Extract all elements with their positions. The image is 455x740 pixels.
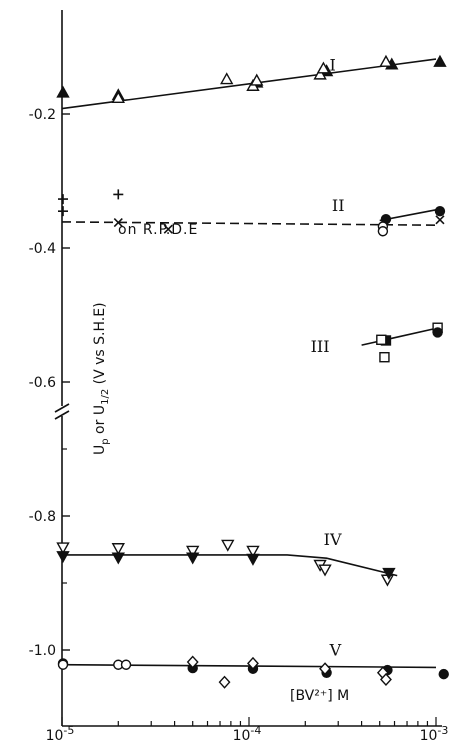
open-triangle-down-marker [111,543,125,556]
open-triangle-marker [111,90,125,104]
curve-label-V: V [329,640,342,659]
plus-marker [58,206,68,217]
open-circle-marker [120,659,132,670]
open-circle-marker [57,659,69,670]
open-triangle-marker [379,54,393,67]
y-tick-label: -0.4 [29,241,56,257]
cross-marker [435,215,445,225]
curve-label-II: II [332,196,345,215]
plus-marker [58,194,68,205]
open-square-marker [379,352,390,363]
y-tick-label: -0.2 [29,107,56,123]
filled-triangle-marker [56,85,70,98]
curve-label-I: I [329,55,335,74]
axes: -0.2 -0.4 -0.6 -0.8 -1.0 10-5 10-4 10-3 [29,10,449,740]
curve-I [61,58,437,110]
x-tick-label: 10-4 [233,724,262,740]
open-triangle-marker [220,72,234,85]
open-triangle-down-marker [186,545,200,558]
open-diamond-marker [247,656,259,670]
fit-lines [61,58,437,669]
y-tick-label: -1.0 [29,643,56,659]
open-triangle-down-marker [318,564,332,577]
open-triangle-down-marker [246,545,260,558]
open-triangle-down-marker [221,539,235,552]
curve-IV [62,554,398,577]
filled-triangle-down-marker [56,551,70,564]
axis-break-mark [54,403,70,413]
cross-marker [113,217,123,228]
y-tick-label: -0.8 [29,509,56,525]
data-points [56,54,449,689]
y-tick-label: -0.6 [29,375,56,391]
axis-break-mark [54,410,70,420]
open-square-marker [376,334,387,345]
open-triangle-marker [316,61,331,74]
open-diamond-marker [186,655,199,669]
open-diamond-marker [218,675,231,689]
x-axis-label: [BV²⁺] M [290,688,349,704]
open-triangle-down-marker [56,542,70,555]
open-circle-marker [377,226,389,237]
cross-marker [163,224,173,234]
filled-triangle-down-marker [186,552,200,565]
filled-triangle-down-marker [111,552,125,565]
filled-circle-marker [432,327,443,338]
filled-circle-marker [438,668,449,680]
filled-triangle-down-marker [246,553,260,566]
y-axis-label: Up or U1/2 (V vs S.H.E) [92,302,111,455]
open-triangle-marker [313,67,327,80]
plus-marker [113,189,124,200]
filled-triangle-marker [433,54,447,67]
x-tick-label: 10-5 [46,724,75,740]
open-diamond-marker [380,672,392,687]
open-diamond-marker [319,662,331,676]
curve-label-III: III [311,337,330,356]
open-triangle-marker [250,73,264,86]
curve-II [61,221,437,226]
filled-triangle-down-marker [382,567,396,580]
curve-III [361,327,437,346]
curve-label-IV: IV [324,530,342,549]
filled-circle-marker [434,205,446,217]
annotation-rpde: on R.P.D.E [118,222,198,238]
x-tick-label: 10-3 [420,724,449,740]
